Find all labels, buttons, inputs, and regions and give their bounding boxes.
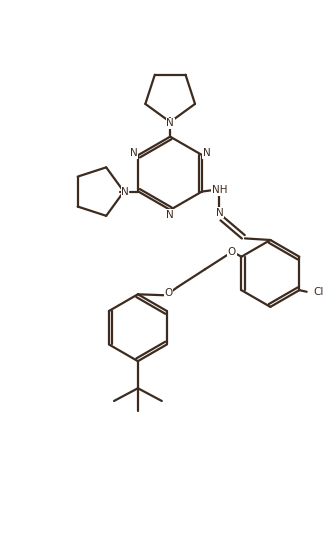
Text: N: N: [130, 149, 137, 158]
Text: N: N: [166, 118, 174, 128]
Text: N: N: [215, 208, 223, 218]
Text: N: N: [166, 209, 174, 220]
Text: O: O: [228, 247, 236, 257]
Text: N: N: [203, 149, 211, 158]
Text: Cl: Cl: [313, 287, 323, 296]
Text: N: N: [121, 187, 129, 196]
Text: NH: NH: [212, 185, 227, 195]
Text: O: O: [164, 288, 172, 298]
